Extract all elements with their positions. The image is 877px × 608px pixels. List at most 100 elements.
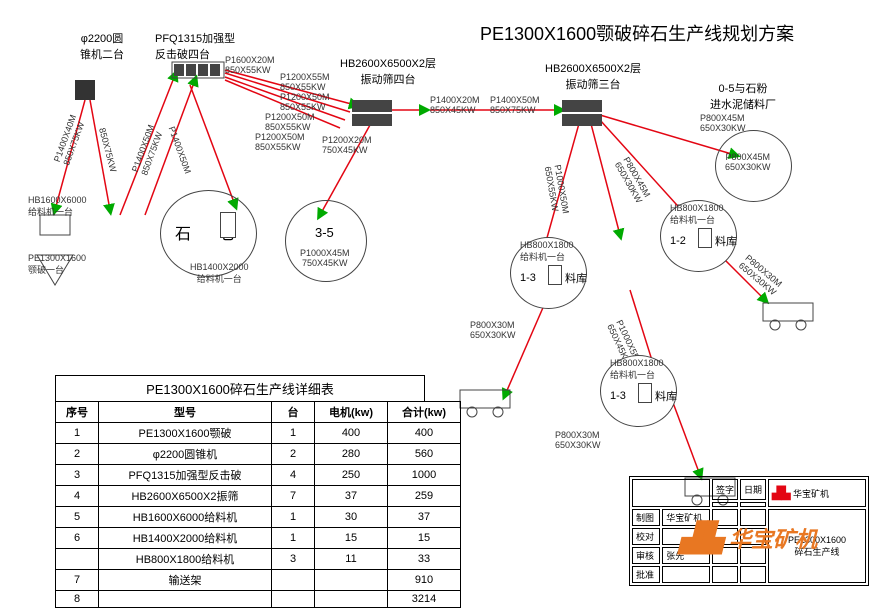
spec-header: 电机(kw): [315, 402, 388, 423]
belt-b6: P1200X20M 750X45KW: [322, 135, 372, 155]
num13b: 1-3: [610, 390, 626, 402]
spec-cell: [272, 591, 315, 608]
spec-cell: 560: [388, 444, 461, 465]
spec-cell: HB1600X6000给料机: [99, 507, 272, 528]
spec-cell: [56, 549, 99, 570]
impact-label: PFQ1315加强型 反击破四台: [155, 30, 235, 62]
spec-row: 7输送架 910: [56, 570, 461, 591]
num13a: 1-3: [520, 272, 536, 284]
hb800-2-label: HB800X1800 给料机一台: [670, 203, 724, 226]
spec-header: 型号: [99, 402, 272, 423]
hb800-3-label: HB800X1800 给料机一台: [610, 358, 664, 381]
pe-jaw-label: PE1300X1600 颚破一台: [28, 253, 86, 276]
spec-cell: [315, 570, 388, 591]
spec-cell: 250: [315, 465, 388, 486]
spec-row: HB800X1800给料机31133: [56, 549, 461, 570]
bin35-belt: P1000X45M 750X45KW: [300, 248, 350, 268]
spec-cell: 15: [315, 528, 388, 549]
spec-cell: PE1300X1600颚破: [99, 423, 272, 444]
spec-cell: 7: [272, 486, 315, 507]
spec-cell: 400: [315, 423, 388, 444]
screen3-label: HB2600X6500X2层 振动筛三台: [545, 60, 641, 92]
spec-cell: 5: [56, 507, 99, 528]
spec-cell: 7: [56, 570, 99, 591]
spec-cell: 910: [388, 570, 461, 591]
hb800-1-label: HB800X1800 给料机一台: [520, 240, 574, 263]
spec-row: 8 3214: [56, 591, 461, 608]
spec-row: 4HB2600X6500X2振筛737259: [56, 486, 461, 507]
spec-cell: 8: [56, 591, 99, 608]
spec-cell: 30: [315, 507, 388, 528]
spec-table-container: PE1300X1600碎石生产线详细表 序号型号台电机(kw)合计(kw) 1P…: [55, 375, 461, 608]
spec-header: 台: [272, 402, 315, 423]
spec-cell: 33: [388, 549, 461, 570]
spec-cell: 3: [272, 549, 315, 570]
spec-cell: 1: [272, 528, 315, 549]
belt-b5: P1200X50M 850X55KW: [255, 132, 305, 152]
spec-cell: [272, 570, 315, 591]
cement-belt: P800X45M 650X30KW: [725, 152, 771, 172]
bin35-circle: [285, 200, 367, 282]
spec-row: 6HB1400X2000给料机11515: [56, 528, 461, 549]
bin35-text: 3-5: [315, 225, 334, 240]
main-title: PE1300X1600颚破碎石生产线规划方案: [480, 20, 794, 46]
spec-cell: 6: [56, 528, 99, 549]
stone-bin-box: [220, 212, 236, 238]
spec-cell: φ2200圆锥机: [99, 444, 272, 465]
wh3-box: [638, 383, 652, 403]
spec-cell: 1: [56, 423, 99, 444]
screen4-label: HB2600X6500X2层 振动筛四台: [340, 55, 436, 87]
belt-b13: P800X30M 650X30KW: [470, 320, 516, 340]
liaoku-3: 料库: [655, 388, 677, 404]
belt-b4: P1200X50M 850X55KW: [265, 112, 315, 132]
spec-cell: [99, 591, 272, 608]
spec-cell: 2: [56, 444, 99, 465]
spec-cell: 输送架: [99, 570, 272, 591]
num12: 1-2: [670, 235, 686, 247]
belt-b8: P1400X50M 850X75KW: [490, 95, 540, 115]
watermark-icon: ▟▙: [680, 522, 723, 553]
spec-header: 合计(kw): [388, 402, 461, 423]
spec-row: 3PFQ1315加强型反击破42501000: [56, 465, 461, 486]
cement-label: 0-5与石粉 进水泥储料厂: [710, 80, 776, 112]
belt-b1: P1600X20M 850X55KW: [225, 55, 275, 75]
spec-table: 序号型号台电机(kw)合计(kw) 1PE1300X1600颚破14004002…: [55, 401, 461, 608]
liaoku-1: 料库: [565, 270, 587, 286]
belt-b9: P800X45M 650X30KW: [700, 113, 746, 133]
spec-row: 5HB1600X6000给料机13037: [56, 507, 461, 528]
spec-cell: 1: [272, 423, 315, 444]
spec-row: 1PE1300X1600颚破1400400: [56, 423, 461, 444]
feeder-hb1600-label: HB1600X6000 给料机一台: [28, 195, 87, 218]
stone-bin-text: 石 仓: [175, 220, 247, 244]
spec-cell: 37: [315, 486, 388, 507]
spec-row: 2φ2200圆锥机2280560: [56, 444, 461, 465]
spec-cell: 3: [56, 465, 99, 486]
spec-cell: [315, 591, 388, 608]
spec-cell: 4: [272, 465, 315, 486]
spec-cell: 3214: [388, 591, 461, 608]
wh2-box: [698, 228, 712, 248]
spec-table-title: PE1300X1600碎石生产线详细表: [55, 375, 425, 401]
spec-header: 序号: [56, 402, 99, 423]
belt-b7: P1400X20M 850X45KW: [430, 95, 480, 115]
spec-cell: 11: [315, 549, 388, 570]
spec-cell: 1: [272, 507, 315, 528]
spec-cell: 15: [388, 528, 461, 549]
spec-cell: HB2600X6500X2振筛: [99, 486, 272, 507]
spec-cell: 259: [388, 486, 461, 507]
spec-cell: 37: [388, 507, 461, 528]
spec-cell: HB1400X2000给料机: [99, 528, 272, 549]
spec-cell: 2: [272, 444, 315, 465]
company-logo-icon: ▟▙: [772, 486, 790, 500]
liaoku-2: 料库: [715, 233, 737, 249]
hb1400-label: HB1400X2000 给料机一台: [190, 262, 249, 285]
spec-cell: 280: [315, 444, 388, 465]
belt-b2: P1200X55M 850X55KW: [280, 72, 330, 92]
watermark-logo: ▟▙ 华宝矿机: [680, 521, 817, 554]
belt-b15: P800X30M 650X30KW: [555, 430, 601, 450]
spec-cell: 1000: [388, 465, 461, 486]
spec-cell: 4: [56, 486, 99, 507]
spec-cell: PFQ1315加强型反击破: [99, 465, 272, 486]
belt-b3: P1200X50M 850X55KW: [280, 92, 330, 112]
spec-cell: 400: [388, 423, 461, 444]
